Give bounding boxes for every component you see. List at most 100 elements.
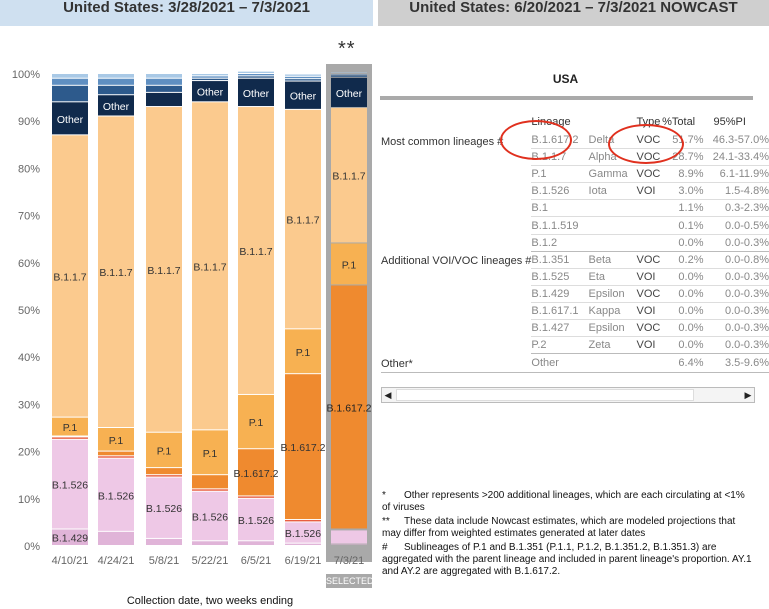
- table-row[interactable]: B.1.525 Eta VOI 0.0% 0.0-0.3%: [381, 268, 769, 286]
- bar-segment: [238, 498, 274, 541]
- bar-segment: [98, 116, 134, 427]
- pi-cell: 6.1-11.9%: [709, 165, 769, 184]
- y-tick-label: 90%: [18, 116, 40, 128]
- bar-data-label: B.1.526: [192, 512, 228, 524]
- bar-data-label: B.1.617.2: [234, 468, 279, 480]
- bar-segment: [285, 522, 321, 543]
- bar-segment: [285, 79, 321, 81]
- pi-cell: 0.0-0.3%: [709, 268, 769, 286]
- scroll-left-icon[interactable]: ◀: [384, 390, 392, 400]
- horizontal-scrollbar[interactable]: ◀ ▶: [381, 387, 755, 403]
- table-row[interactable]: B.1 1.1% 0.3-2.3%: [381, 199, 769, 218]
- bar-segment: [98, 456, 134, 458]
- bar-segment: [98, 531, 134, 545]
- bar-segment: [192, 491, 228, 541]
- x-axis-title: Collection date, two weeks ending: [126, 595, 294, 607]
- variant-name-cell: [588, 199, 637, 218]
- bar-segment: [238, 541, 274, 545]
- lineage-cell: P.2: [531, 336, 589, 355]
- bar-segment: [238, 107, 274, 394]
- bar-segment: [52, 102, 88, 135]
- table-row[interactable]: P.2 Zeta VOI 0.0% 0.0-0.3%: [381, 336, 769, 355]
- table-row[interactable]: Additional VOI/VOC lineages # B.1.351 Beta…: [381, 251, 769, 269]
- table-row[interactable]: Other* Other 6.4% 3.5-9.6%: [381, 353, 769, 373]
- y-tick-label: 40%: [18, 352, 40, 364]
- table-row[interactable]: B.1.1.519 0.1% 0.0-0.5%: [381, 216, 769, 235]
- bar-segment: [146, 477, 182, 538]
- lineage-cell: B.1.351: [531, 251, 589, 269]
- pct-header[interactable]: %Total: [662, 116, 696, 128]
- bar-data-label: Other: [290, 91, 317, 103]
- selected-label[interactable]: SELECTED: [326, 574, 374, 588]
- group-label: Other*: [381, 353, 532, 373]
- bar-segment: [285, 543, 321, 545]
- pi-cell: 24.1-33.4%: [709, 148, 769, 167]
- highlight-circle: [500, 120, 572, 160]
- bar-data-label: Other: [197, 87, 224, 99]
- table-row[interactable]: Most common lineages # B.1.617.2 Delta VOC 5…: [381, 132, 769, 150]
- table-row[interactable]: P.1 Gamma VOC 8.9% 6.1-11.9%: [381, 165, 769, 184]
- variant-name-cell: Eta: [588, 268, 637, 286]
- bar-segment: [331, 285, 367, 529]
- footnote-text: Other represents >200 additional lineage…: [382, 490, 745, 513]
- footnote-mark: #: [382, 542, 388, 553]
- pi-cell: 0.0-0.5%: [709, 216, 769, 235]
- bar-segment: [285, 374, 321, 520]
- nowcast-header: United States: 6/20/2021 – 7/3/2021 NOWC…: [378, 0, 769, 26]
- lineage-cell: B.1.525: [531, 268, 589, 286]
- lineage-cell: B.1.526: [531, 182, 589, 201]
- pct-total-cell: 1.1%: [662, 199, 710, 218]
- bar-segment: [192, 78, 228, 81]
- highlight-circle: [608, 124, 684, 164]
- bar-segment: [192, 430, 228, 475]
- scroll-thumb[interactable]: [396, 389, 694, 401]
- lineage-table: Lineage Type %Total 95%PI Most common li…: [381, 112, 769, 373]
- bar-data-label: B.1.617.2: [327, 402, 372, 414]
- y-tick-label: 0%: [24, 541, 40, 553]
- lineage-cell: B.1.427: [531, 319, 589, 338]
- bar-segment: [192, 541, 228, 545]
- y-tick-label: 50%: [18, 305, 40, 317]
- x-tick-label: 7/3/21: [334, 555, 365, 567]
- x-tick-label: 5/22/21: [192, 555, 229, 567]
- bar-segment: [98, 458, 134, 531]
- bar-segment: [192, 102, 228, 430]
- type-cell: VOI: [636, 268, 663, 286]
- table-row[interactable]: B.1.429 Epsilon VOC 0.0% 0.0-0.3%: [381, 285, 769, 303]
- table-title-divider: [380, 96, 753, 100]
- lineage-cell: B.1.1.519: [531, 216, 589, 235]
- type-cell: [636, 234, 663, 252]
- bar-segment: [98, 78, 134, 85]
- bar-data-label: B.1.1.7: [239, 246, 272, 258]
- bar-segment: [331, 75, 367, 77]
- nowcast-mark: **: [338, 38, 356, 60]
- pi-header[interactable]: 95%PI: [713, 116, 746, 128]
- y-tick-label: 30%: [18, 399, 40, 411]
- scroll-right-icon[interactable]: ▶: [744, 390, 752, 400]
- pi-cell: 0.3-2.3%: [709, 199, 769, 218]
- bar-data-label: P.1: [342, 259, 357, 271]
- bar-segment: [238, 449, 274, 496]
- variant-name-cell: Iota: [588, 182, 637, 201]
- bar-data-label: P.1: [63, 422, 78, 434]
- pct-total-cell: 0.0%: [662, 336, 710, 355]
- pi-cell: 1.5-4.8%: [709, 182, 769, 201]
- y-tick-label: 70%: [18, 211, 40, 223]
- pct-total-cell: 0.0%: [662, 268, 710, 286]
- group-label: Most common lineages #: [381, 136, 504, 148]
- table-row[interactable]: B.1.526 Iota VOI 3.0% 1.5-4.8%: [381, 182, 769, 201]
- pi-cell: 0.0-0.3%: [709, 285, 769, 303]
- bar-segment: [331, 530, 367, 544]
- bar-segment: [52, 529, 88, 545]
- table-row[interactable]: B.1.427 Epsilon VOC 0.0% 0.0-0.3%: [381, 319, 769, 338]
- bar-segment: [238, 394, 274, 449]
- bar-segment: [238, 496, 274, 498]
- table-row[interactable]: B.1.2 0.0% 0.0-0.3%: [381, 234, 769, 252]
- bar-data-label: B.1.526: [98, 490, 134, 502]
- bar-segment: [52, 417, 88, 436]
- table-row[interactable]: B.1.617.1 Kappa VOI 0.0% 0.0-0.3%: [381, 302, 769, 321]
- bar-segment: [238, 76, 274, 78]
- bar-segment: [52, 74, 88, 78]
- pct-total-cell: 3.0%: [662, 182, 710, 201]
- bar-segment: [192, 76, 228, 78]
